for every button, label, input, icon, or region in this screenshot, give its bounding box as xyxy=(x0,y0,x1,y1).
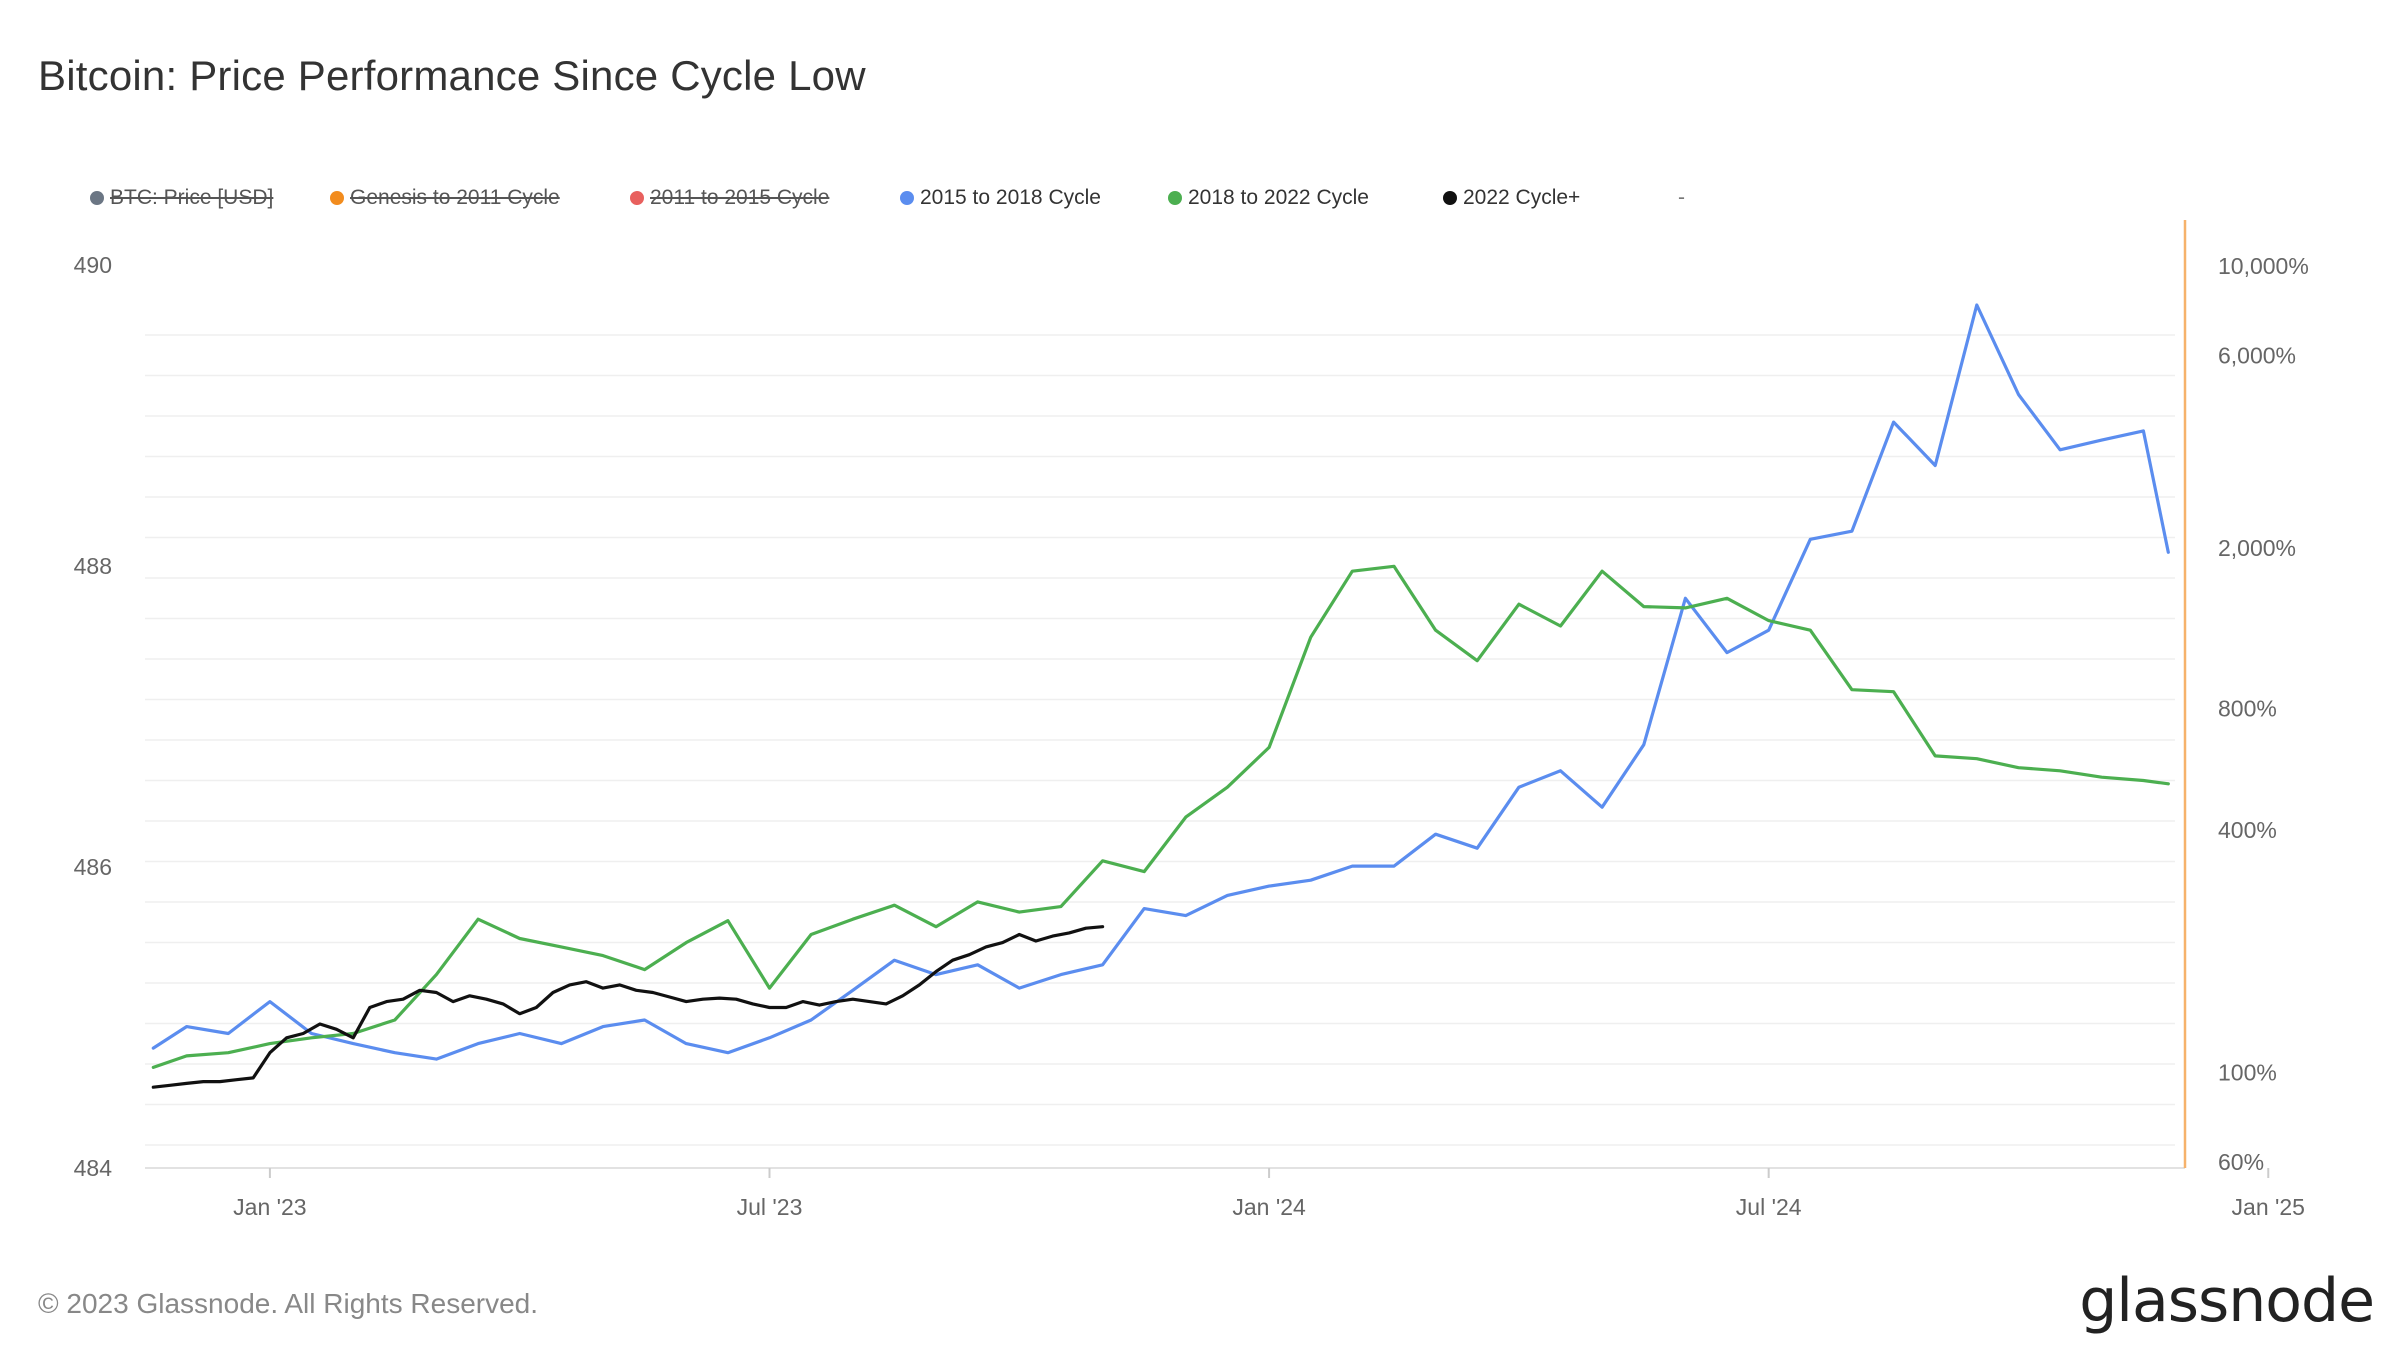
legend-label: Genesis to 2011 Cycle xyxy=(350,186,560,209)
y-left-tick-label: 488 xyxy=(74,553,112,579)
legend-label: 2011 to 2015 Cycle xyxy=(650,186,830,209)
legend-marker xyxy=(330,191,344,205)
legend-item-3[interactable]: 2011 to 2015 Cycle xyxy=(630,186,900,210)
x-tick-label: Jul '23 xyxy=(737,1194,803,1220)
legend-label: BTC: Price [USD] xyxy=(110,186,274,209)
y-right-tick-label: 10,000% xyxy=(2218,253,2309,279)
legend-item-6[interactable]: 2022 Cycle+ xyxy=(1443,186,1678,210)
legend: BTC: Price [USD] Genesis to 2011 Cycle 201… xyxy=(90,180,1738,216)
x-tick-label: Jan '23 xyxy=(233,1194,306,1220)
series-line-2015-to-2018-cycle xyxy=(151,303,2170,1061)
y-right-tick-label: 2,000% xyxy=(2218,535,2296,561)
y-right-tick-label: 400% xyxy=(2218,817,2277,843)
x-tick-label: Jan '25 xyxy=(2232,1194,2305,1220)
series-line-2018-to-2022-cycle xyxy=(151,564,2170,1070)
legend-label: 2022 Cycle+ xyxy=(1463,186,1581,209)
legend-item-4[interactable]: 2015 to 2018 Cycle xyxy=(900,186,1168,210)
legend-label: 2018 to 2022 Cycle xyxy=(1188,186,1369,209)
y-right-tick-label: 100% xyxy=(2218,1060,2277,1086)
y-left-tick-label: 486 xyxy=(74,854,112,880)
legend-item-7[interactable]: - xyxy=(1678,186,1738,210)
y-left-tick-label: 484 xyxy=(74,1155,113,1181)
legend-marker xyxy=(1168,191,1182,205)
copyright-text: © 2023 Glassnode. All Rights Reserved. xyxy=(38,1288,539,1319)
legend-marker xyxy=(630,191,644,205)
series-line-2022-cycle- xyxy=(151,925,1105,1089)
legend-label: 2015 to 2018 Cycle xyxy=(920,186,1101,209)
x-tick-label: Jan '24 xyxy=(1232,1194,1306,1220)
x-tick-label: Jul '24 xyxy=(1736,1194,1802,1220)
legend-item-1[interactable]: BTC: Price [USD] xyxy=(90,186,330,210)
legend-marker xyxy=(90,191,104,205)
y-right-tick-label: 6,000% xyxy=(2218,342,2296,368)
y-left-tick-label: 490 xyxy=(74,252,112,278)
chart-title: Bitcoin: Price Performance Since Cycle L… xyxy=(38,52,866,99)
y-right-tick-label: 800% xyxy=(2218,695,2277,721)
legend-item-5[interactable]: 2018 to 2022 Cycle xyxy=(1168,186,1443,210)
legend-marker xyxy=(900,191,914,205)
legend-label: - xyxy=(1678,186,1685,209)
legend-item-2[interactable]: Genesis to 2011 Cycle xyxy=(330,186,630,210)
glassnode-logo: glassnode xyxy=(2079,1266,2375,1336)
legend-marker xyxy=(1443,191,1457,205)
y-right-tick-label: 60% xyxy=(2218,1149,2264,1175)
